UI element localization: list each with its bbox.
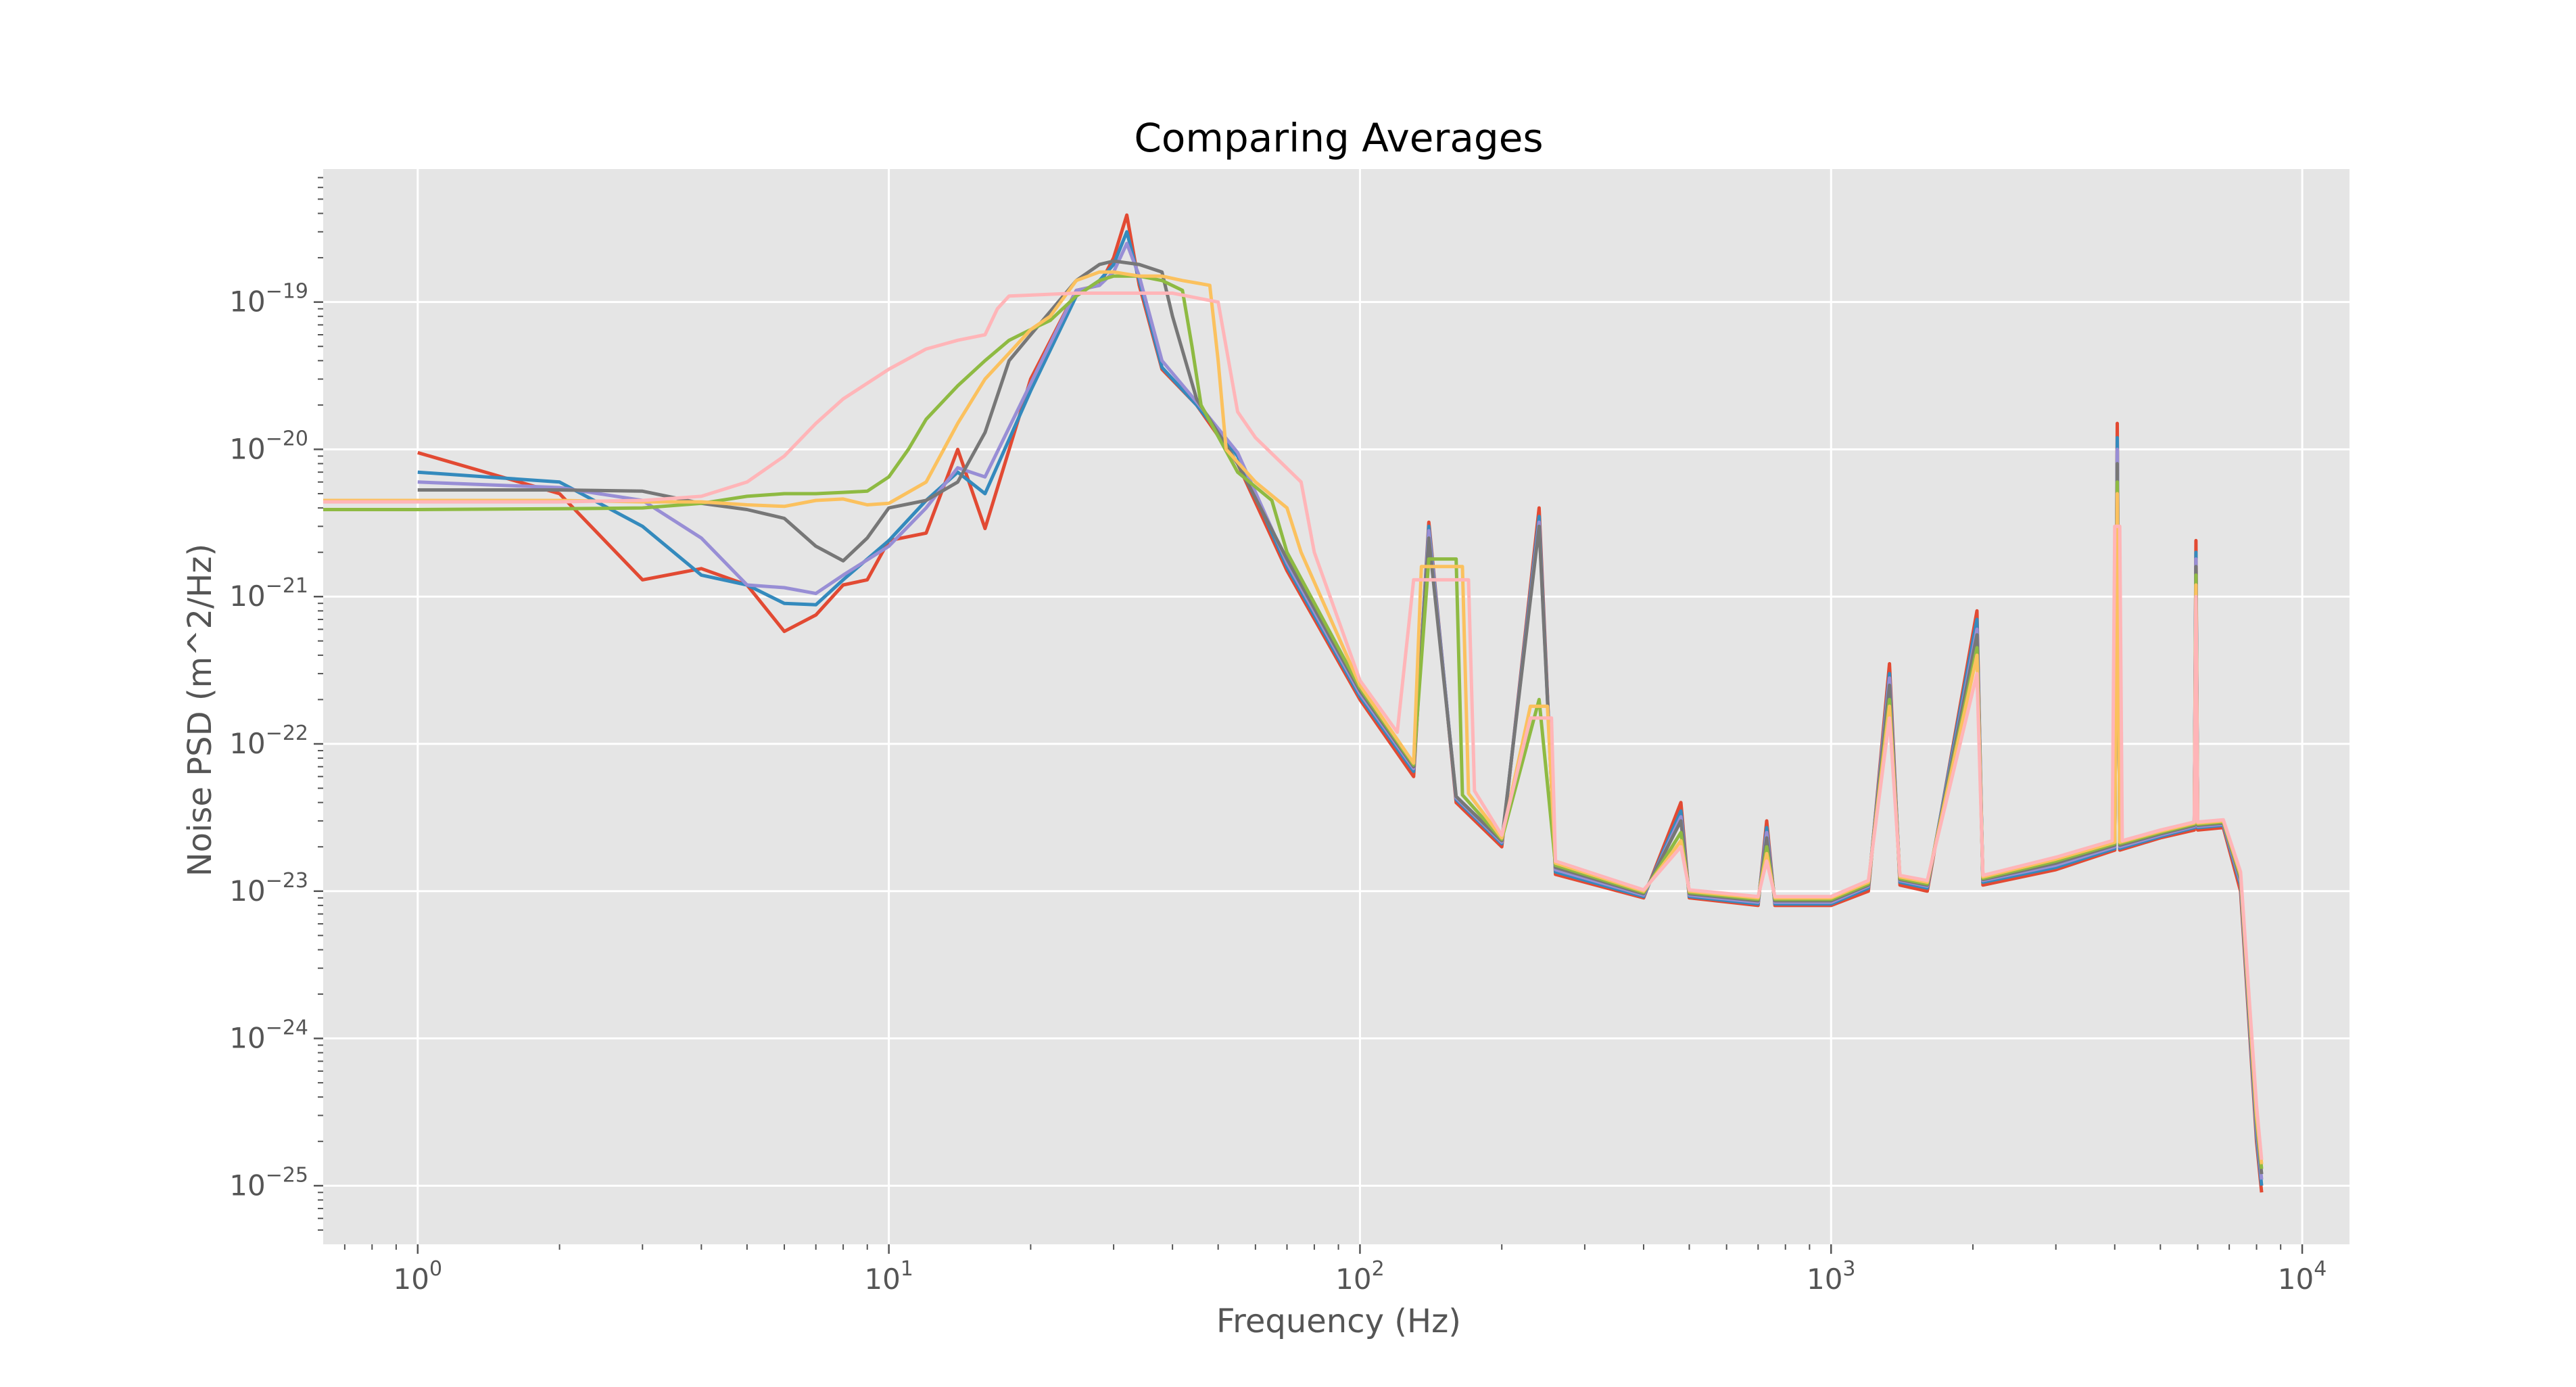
- x-tick-label: 103: [1807, 1257, 1856, 1296]
- y-tick-label: 10−22: [229, 722, 308, 760]
- series-line-6: [323, 270, 2264, 1165]
- chart-title: Comparing Averages: [1134, 115, 1543, 161]
- plot-area: [323, 169, 2350, 1244]
- x-axis-label: Frequency (Hz): [1216, 1302, 1461, 1340]
- y-tick-label: 10−25: [229, 1163, 308, 1202]
- y-tick-label: 10−24: [229, 1016, 308, 1055]
- y-tick-label: 10−20: [229, 427, 308, 465]
- y-tick-label: 10−21: [229, 574, 308, 613]
- y-axis-label: Noise PSD (m^2/Hz): [181, 544, 219, 876]
- x-tick-label: 104: [2278, 1257, 2327, 1296]
- x-tick-label: 101: [864, 1257, 913, 1296]
- series-line-7: [323, 291, 2264, 1160]
- y-tick-label: 10−23: [229, 869, 308, 908]
- x-tick-label: 102: [1335, 1257, 1385, 1296]
- x-tick-label: 100: [393, 1257, 443, 1296]
- y-tick-label: 10−19: [229, 280, 308, 319]
